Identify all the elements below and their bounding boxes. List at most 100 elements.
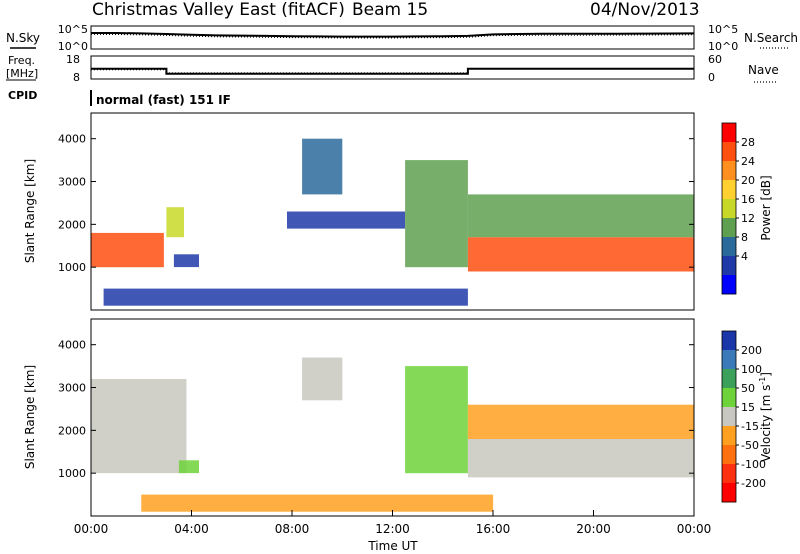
colorbar-tick-label: 50 xyxy=(741,382,755,395)
colorbar-swatch xyxy=(722,256,736,276)
freq-right-tick-bottom: 0 xyxy=(708,71,715,84)
velocity-y-ticks: 1000 2000 3000 4000 xyxy=(58,339,694,480)
y-tick-label: 4000 xyxy=(58,133,86,146)
colorbar-swatch xyxy=(722,161,736,181)
y-tick-label: 1000 xyxy=(58,467,86,480)
power-y-ticks: 1000 2000 3000 4000 xyxy=(58,133,694,274)
colorbar-swatch xyxy=(722,142,736,162)
colorbar-swatch xyxy=(722,483,736,503)
echo-region xyxy=(405,160,468,268)
echo-region xyxy=(173,254,199,268)
y-tick-label: 4000 xyxy=(58,339,86,352)
echo-region xyxy=(302,357,343,401)
colorbar-swatch xyxy=(722,199,736,219)
velocity-echo-regions xyxy=(91,357,694,512)
power-panel: 1000 2000 3000 4000 Slant Range [km] 28 24 20… xyxy=(23,112,773,311)
echo-region xyxy=(287,211,406,229)
x-tick-label: 00:00 xyxy=(677,522,712,536)
velocity-colorbar-label: Velocity [m s-1] xyxy=(758,372,773,462)
y-tick-label: 2000 xyxy=(58,424,86,437)
colorbar-tick-label: 100 xyxy=(741,363,762,376)
noise-panel: 10^5 10^0 10^5 10^0 xyxy=(58,23,738,53)
echo-region xyxy=(103,288,468,306)
colorbar-swatch xyxy=(722,464,736,484)
colorbar-tick-label: 4 xyxy=(741,250,748,263)
power-colorbar-label: Power [dB] xyxy=(759,175,773,240)
frequency-panel: 18 8 60 0 xyxy=(66,53,722,84)
colorbar-tick-label: 24 xyxy=(741,155,755,168)
y-tick-label: 2000 xyxy=(58,218,86,231)
colorbar-swatch xyxy=(722,350,736,370)
colorbar-tick-label: -100 xyxy=(741,458,766,471)
y-tick-label: 3000 xyxy=(58,382,86,395)
echo-region xyxy=(467,404,694,439)
frequency-line xyxy=(91,67,694,75)
y-tick-label: 1000 xyxy=(58,261,86,274)
velocity-panel: 1000 2000 3000 4000 00:00 04:00 08:00 12:00 16:… xyxy=(23,318,773,553)
colorbar-tick-label: 8 xyxy=(741,231,748,244)
velocity-x-ticks: 00:00 04:00 08:00 12:00 16:00 20:00 00:00 xyxy=(74,510,712,536)
colorbar-tick-label: 15 xyxy=(741,401,755,414)
colorbar-swatch xyxy=(722,275,736,295)
colorbar-tick-label: -50 xyxy=(741,439,759,452)
frequency-panel-frame xyxy=(90,55,695,80)
noise-right-tick-bottom: 10^0 xyxy=(708,40,738,53)
nsearch-label: N.Search xyxy=(744,31,798,45)
power-panel-frame xyxy=(90,112,695,311)
colorbar-swatch xyxy=(722,123,736,143)
colorbar-swatch xyxy=(722,218,736,238)
nsky-label: N.Sky xyxy=(6,31,40,45)
noise-panel-frame xyxy=(90,25,695,50)
velocity-colorbar: 200 100 50 15 -15 -50 -100 -200 Velocity [m s-1… xyxy=(721,330,773,503)
noise-left-tick-top: 10^5 xyxy=(58,23,88,36)
freq-left-tick-top: 18 xyxy=(66,53,80,66)
colorbar-tick-label: 200 xyxy=(741,344,762,357)
date-label: 04/Nov/2013 xyxy=(590,0,700,20)
freq-right-tick-top: 60 xyxy=(708,53,722,66)
x-tick-label: 16:00 xyxy=(476,522,511,536)
power-y-axis-label: Slant Range [km] xyxy=(23,159,37,263)
echo-region xyxy=(91,232,164,268)
colorbar-tick-label: -200 xyxy=(741,477,766,490)
echo-region xyxy=(302,138,343,195)
colorbar-swatch xyxy=(722,237,736,257)
colorbar-tick-label: 12 xyxy=(741,212,755,225)
x-tick-label: 12:00 xyxy=(375,522,410,536)
x-tick-label: 04:00 xyxy=(174,522,209,536)
echo-region xyxy=(467,194,694,238)
colorbar-swatch xyxy=(722,407,736,427)
colorbar-tick-label: -15 xyxy=(741,420,759,433)
colorbar-swatch xyxy=(722,388,736,408)
echo-region xyxy=(166,207,184,238)
x-tick-label: 08:00 xyxy=(275,522,310,536)
echo-region xyxy=(467,237,694,272)
echo-region xyxy=(467,438,694,478)
x-tick-label: 00:00 xyxy=(74,522,109,536)
echo-region xyxy=(405,366,468,474)
freq-left-tick-bottom: 8 xyxy=(73,71,80,84)
echo-region xyxy=(178,460,199,474)
colorbar-swatch xyxy=(722,180,736,200)
colorbar-tick-label: 28 xyxy=(741,136,755,149)
power-echo-regions xyxy=(91,138,694,306)
freq-label-line2: [MHz] xyxy=(6,67,38,80)
power-colorbar-frame xyxy=(721,122,737,295)
colorbar-tick-label: 20 xyxy=(741,174,755,187)
x-tick-label: 20:00 xyxy=(576,522,611,536)
time-axis-label: Time UT xyxy=(367,539,418,553)
noise-left-tick-bottom: 10^0 xyxy=(58,40,88,53)
noise-sky-line xyxy=(91,32,695,38)
station-title: Christmas Valley East (fitACF) xyxy=(92,0,345,20)
echo-region xyxy=(141,494,494,512)
colorbar-tick-label: 16 xyxy=(741,193,755,206)
cpid-text: normal (fast) 151 IF xyxy=(96,93,231,107)
nave-label: Nave xyxy=(748,63,779,77)
colorbar-swatch xyxy=(722,369,736,389)
colorbar-swatch xyxy=(722,426,736,446)
velocity-y-axis-label: Slant Range [km] xyxy=(23,365,37,469)
colorbar-swatch xyxy=(722,331,736,351)
colorbar-swatch xyxy=(722,445,736,465)
beam-label: Beam 15 xyxy=(352,0,428,20)
echo-region xyxy=(91,379,187,474)
cpid-label: CPID xyxy=(8,89,37,102)
